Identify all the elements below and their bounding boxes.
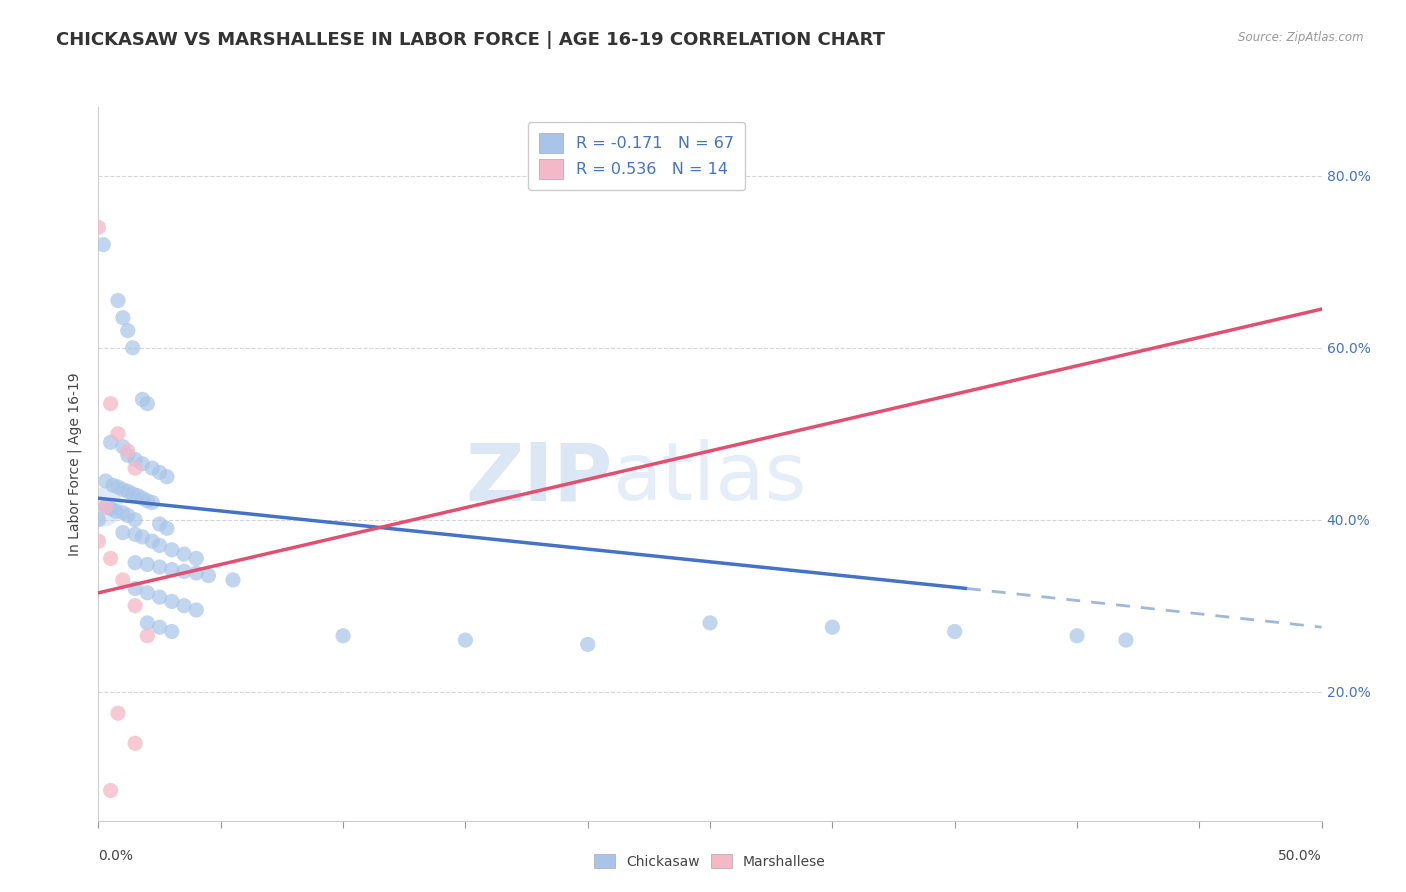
Point xyxy=(100,551,122,566)
Point xyxy=(117,324,139,338)
Point xyxy=(124,736,146,750)
Point xyxy=(111,506,134,520)
Text: CHICKASAW VS MARSHALLESE IN LABOR FORCE | AGE 16-19 CORRELATION CHART: CHICKASAW VS MARSHALLESE IN LABOR FORCE … xyxy=(56,31,886,49)
Point xyxy=(131,491,153,506)
Point xyxy=(186,551,208,566)
Text: 50.0%: 50.0% xyxy=(1278,849,1322,863)
Point xyxy=(94,474,117,488)
Point xyxy=(87,513,110,527)
Point xyxy=(131,392,153,407)
Point xyxy=(136,629,159,643)
Point xyxy=(121,487,143,501)
Point xyxy=(101,478,124,492)
Point xyxy=(131,457,153,471)
Point xyxy=(173,564,195,578)
Point xyxy=(141,495,163,509)
Point xyxy=(94,500,117,514)
Point xyxy=(111,310,134,325)
Point xyxy=(149,466,172,480)
Point xyxy=(160,563,183,577)
Point xyxy=(156,521,179,535)
Point xyxy=(100,501,122,516)
Point xyxy=(1066,629,1088,643)
Point xyxy=(117,508,139,523)
Text: ZIP: ZIP xyxy=(465,439,612,517)
Text: Source: ZipAtlas.com: Source: ZipAtlas.com xyxy=(1239,31,1364,45)
Point xyxy=(91,237,114,252)
Point xyxy=(111,440,134,454)
Point xyxy=(136,493,159,508)
Point xyxy=(173,599,195,613)
Point xyxy=(149,620,172,634)
Point xyxy=(107,480,129,494)
Point xyxy=(454,633,477,648)
Point xyxy=(127,489,149,503)
Point xyxy=(141,534,163,549)
Point xyxy=(160,594,183,608)
Legend: Chickasaw, Marshallese: Chickasaw, Marshallese xyxy=(589,848,831,874)
Point xyxy=(104,504,127,518)
Point xyxy=(107,293,129,308)
Text: atlas: atlas xyxy=(612,439,807,517)
Point xyxy=(186,603,208,617)
Point xyxy=(117,484,139,499)
Point xyxy=(94,500,117,514)
Point xyxy=(160,542,183,557)
Point xyxy=(100,783,122,797)
Point xyxy=(124,513,146,527)
Point xyxy=(124,599,146,613)
Point xyxy=(107,426,129,441)
Point xyxy=(121,341,143,355)
Point xyxy=(149,560,172,574)
Point xyxy=(117,448,139,462)
Point xyxy=(136,397,159,411)
Point xyxy=(111,573,134,587)
Point xyxy=(124,527,146,541)
Point xyxy=(197,568,219,582)
Point xyxy=(100,397,122,411)
Point xyxy=(943,624,966,639)
Point xyxy=(87,534,110,549)
Point xyxy=(91,500,114,514)
Point xyxy=(111,525,134,540)
Point xyxy=(332,629,354,643)
Point xyxy=(136,586,159,600)
Point xyxy=(107,706,129,721)
Point xyxy=(131,530,153,544)
Point xyxy=(136,615,159,630)
Point xyxy=(149,590,172,604)
Point xyxy=(149,516,172,531)
Point xyxy=(222,573,245,587)
Point xyxy=(173,547,195,561)
Point xyxy=(149,539,172,553)
Point xyxy=(1115,633,1137,648)
Y-axis label: In Labor Force | Age 16-19: In Labor Force | Age 16-19 xyxy=(67,372,83,556)
Point xyxy=(124,452,146,467)
Point xyxy=(576,637,599,651)
Point xyxy=(124,556,146,570)
Point xyxy=(186,566,208,580)
Point xyxy=(100,435,122,450)
Point xyxy=(124,461,146,475)
Text: 0.0%: 0.0% xyxy=(98,849,134,863)
Point xyxy=(117,444,139,458)
Point xyxy=(156,469,179,483)
Point xyxy=(87,220,110,235)
Point xyxy=(141,461,163,475)
Point xyxy=(124,582,146,596)
Point xyxy=(111,483,134,497)
Point xyxy=(136,558,159,572)
Point xyxy=(821,620,844,634)
Point xyxy=(699,615,721,630)
Point xyxy=(160,624,183,639)
